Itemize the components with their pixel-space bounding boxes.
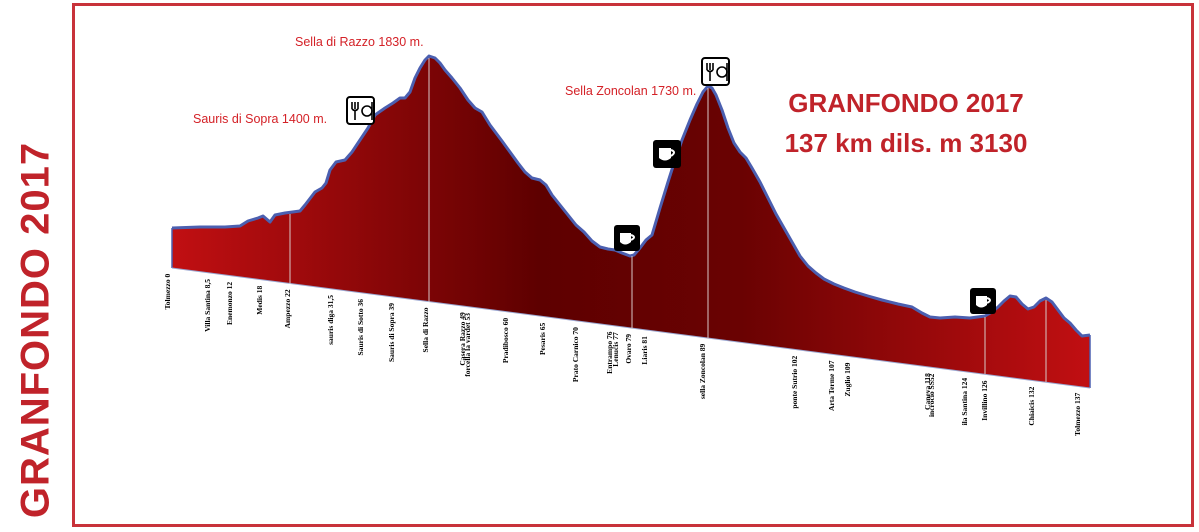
place-label: Chiaicis 132 [1027, 386, 1036, 425]
place-label: Sauris di Sotto 36 [356, 299, 365, 356]
place-label: forcella la vardet 53 [463, 313, 472, 377]
heading-line1: GRANFONDO 2017 [788, 88, 1024, 118]
place-label: Pesaris 65 [538, 323, 547, 356]
place-label: incrocio SS52 [927, 373, 936, 417]
elevation-area [172, 56, 1090, 388]
place-label: Villa Santina 8,5 [203, 279, 212, 332]
place-label: ila Santina 124 [960, 378, 969, 426]
place-label: Zuglio 109 [843, 362, 852, 396]
place-label: Lenucis 77 [611, 332, 620, 367]
place-label: ponte Sutrio 102 [790, 355, 799, 408]
place-label: Sauris di Sopra 39 [387, 303, 396, 362]
place-label: Entrampo 76 [605, 331, 614, 374]
place-label: Ampezzo 22 [283, 289, 292, 328]
restaurant-icon [701, 57, 730, 86]
place-label: Enemonzo 12 [225, 282, 234, 325]
place-label: Prato Carnico 70 [571, 327, 580, 382]
place-label: Casera Razzo 49 [458, 312, 467, 366]
place-label: Medis 18 [255, 286, 264, 315]
place-label: Ovaro 79 [624, 334, 633, 364]
peak-label-zoncolan: Sella Zoncolan 1730 m. [565, 84, 696, 98]
place-label: Tolmezzo 137 [1073, 392, 1082, 436]
place-label: Invillino 126 [980, 380, 989, 420]
place-label: sella Zoncolan 89 [698, 343, 707, 399]
place-label: sauris diga 31,5 [326, 295, 335, 345]
baseline [171, 267, 1091, 389]
coffee-icon [614, 225, 640, 251]
place-label: Caneva 118 [923, 373, 932, 410]
place-labels: Tolmezzo 0 Villa Santina 8,5 Enemonzo 12 Me… [163, 273, 1082, 435]
place-label: Tolmezzo 0 [163, 273, 172, 309]
coffee-icon [653, 140, 681, 168]
heading-line2: 137 km dils. m 3130 [785, 128, 1028, 158]
restaurant-icon [346, 96, 375, 125]
peak-label-razzo: Sella di Razzo 1830 m. [295, 35, 424, 49]
place-label: Pradibosco 60 [501, 318, 510, 363]
place-label: Sella di Razzo [421, 307, 430, 352]
elevation-outline [171, 54, 1091, 338]
peak-label-sauris: Sauris di Sopra 1400 m. [193, 112, 327, 126]
frame-border [72, 3, 1194, 527]
checkpoint-lines [289, 58, 1047, 382]
place-label: Arta Terme 107 [827, 360, 836, 411]
place-label: Liaris 81 [640, 336, 649, 365]
coffee-icon [970, 288, 996, 314]
